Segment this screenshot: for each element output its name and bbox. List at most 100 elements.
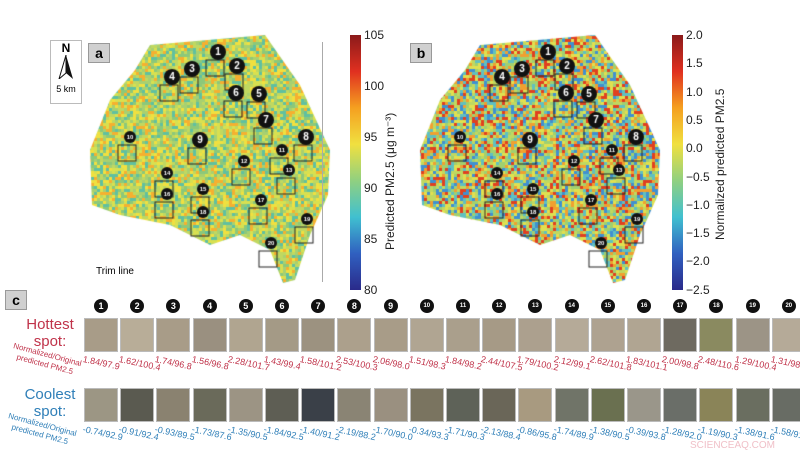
hottest-spot-thumbnail [265, 318, 299, 352]
spot-number-badge: 3 [166, 299, 181, 313]
colorbar-b-tick: 0.0 [686, 141, 703, 156]
spot-number-badge: 8 [347, 299, 362, 313]
spot-number-badge: 19 [745, 299, 760, 313]
spot-number-badge: 12 [492, 299, 507, 313]
hottest-label: Hottest spot: [26, 316, 74, 350]
coolest-spot-thumbnail [409, 388, 444, 422]
hottest-spot-thumbnail [518, 318, 553, 352]
colorbar-a-tick: 90 [364, 181, 378, 195]
colorbar-b-tick: 1.5 [686, 56, 703, 71]
coolest-spot-thumbnail [482, 388, 517, 422]
north-label: N [61, 41, 71, 55]
scale-label: 5 km [56, 84, 76, 94]
colorbar-b-tick: −2.5 [686, 282, 710, 297]
colorbar-b-tick: −2.0 [686, 254, 710, 269]
hottest-spot-thumbnail [120, 318, 155, 352]
spot-number-badge: 15 [600, 299, 615, 313]
coolest-spot-thumbnail [373, 388, 408, 422]
spot-number-badge: 10 [419, 299, 434, 313]
map-panel-a [0, 0, 800, 300]
coolest-spot-thumbnail [554, 388, 589, 422]
colorbar-a-tick: 95 [364, 130, 378, 144]
coolest-spot-thumbnail [265, 388, 299, 422]
coolest-spot-thumbnail [84, 388, 118, 422]
hottest-spot-value: 2.06/98.0 [371, 354, 411, 372]
watermark: SCIENCEAQ.COM [690, 440, 776, 451]
hottest-spot-thumbnail [156, 318, 191, 352]
hottest-spot-thumbnail [735, 318, 770, 352]
coolest-spot-thumbnail [735, 388, 770, 422]
colorbar-b [672, 35, 683, 290]
hottest-spot-value: 1.84/98.2 [443, 354, 483, 372]
coolest-spot-thumbnail [228, 388, 263, 422]
hottest-spot-thumbnail [409, 318, 444, 352]
colorbar-b-tick: −1.0 [686, 197, 710, 212]
hottest-spot-thumbnail [301, 318, 336, 352]
colorbar-b-tick: −0.5 [686, 169, 710, 184]
hottest-spot-thumbnail [373, 318, 408, 352]
coolest-spot-value: -2.19/88.2 [335, 424, 378, 443]
spot-number-badge: 13 [528, 299, 543, 313]
colorbar-b-tick: −1.5 [686, 226, 710, 241]
hottest-spot-value: 1.56/96.8 [190, 354, 230, 372]
colorbar-a-title: Predicted PM2.5 (μg m⁻³) [383, 112, 397, 250]
colorbar-a-tick: 80 [364, 283, 378, 297]
spot-number-badge: 1 [94, 299, 108, 313]
colorbar-a [350, 35, 361, 290]
spot-number-badge: 2 [130, 299, 145, 313]
coolest-spot-thumbnail [156, 388, 191, 422]
panel-label-b: b [410, 43, 432, 63]
colorbar-a-tick: 105 [364, 28, 385, 42]
spot-number-badge: 7 [311, 299, 326, 313]
coolest-spot-thumbnail [192, 388, 227, 422]
hottest-spot-thumbnail [554, 318, 589, 352]
hottest-spot-thumbnail [627, 318, 661, 352]
spot-number-badge: 16 [637, 299, 651, 313]
hottest-spot-thumbnail [482, 318, 517, 352]
coolest-spot-thumbnail [518, 388, 553, 422]
hottest-spot-value: 1.51/98.3 [407, 354, 447, 372]
spot-number-badge: 5 [238, 299, 253, 313]
spot-number-badge: 17 [673, 299, 688, 313]
spot-number-badge: 4 [202, 299, 217, 313]
coolest-spot-thumbnail [663, 388, 698, 422]
colorbar-a-tick: 85 [364, 232, 378, 246]
hottest-spot-thumbnail [663, 318, 698, 352]
hottest-spot-thumbnail [699, 318, 734, 352]
hottest-spot-thumbnail [337, 318, 372, 352]
colorbar-b-title: Normalized predicted PM2.5 [713, 88, 727, 240]
hottest-spot-thumbnail [446, 318, 480, 352]
colorbar-a-tick: 100 [364, 79, 385, 93]
hottest-spot-thumbnail [228, 318, 263, 352]
trim-line-label: Trim line [96, 266, 134, 277]
colorbar-b-tick: 0.5 [686, 112, 703, 127]
coolest-spot-thumbnail [120, 388, 155, 422]
coolest-spot-thumbnail [446, 388, 480, 422]
hottest-spot-value: 1.84/97.9 [81, 354, 121, 372]
trim-line [322, 42, 323, 282]
coolest-spot-thumbnail [771, 388, 800, 422]
hottest-spot-value: 2.12/99.1 [552, 354, 592, 372]
coolest-spot-value: -0.93/89.5 [154, 424, 197, 443]
panel-label-a: a [88, 43, 110, 63]
spot-number-badge: 20 [781, 299, 796, 313]
coolest-spot-value: -0.86/95.8 [516, 424, 559, 443]
hottest-spot-thumbnail [84, 318, 118, 352]
spot-number-badge: 9 [383, 299, 398, 313]
coolest-spot-thumbnail [590, 388, 625, 422]
coolest-spot-thumbnail [301, 388, 336, 422]
panel-label-c: c [5, 290, 27, 310]
north-arrow: N 5 km [50, 40, 82, 104]
hottest-spot-thumbnail [590, 318, 625, 352]
hottest-spot-thumbnail [192, 318, 227, 352]
north-arrow-icon [58, 54, 73, 81]
colorbar-b-tick: 2.0 [686, 28, 703, 42]
coolest-spot-thumbnail [699, 388, 734, 422]
spot-number-badge: 6 [275, 299, 289, 313]
spot-number-badge: 11 [456, 299, 470, 313]
spot-number-badge: 14 [564, 299, 579, 313]
colorbar-b-tick: 1.0 [686, 84, 703, 99]
coolest-spot-thumbnail [627, 388, 661, 422]
coolest-label: Coolest spot: [24, 386, 76, 420]
